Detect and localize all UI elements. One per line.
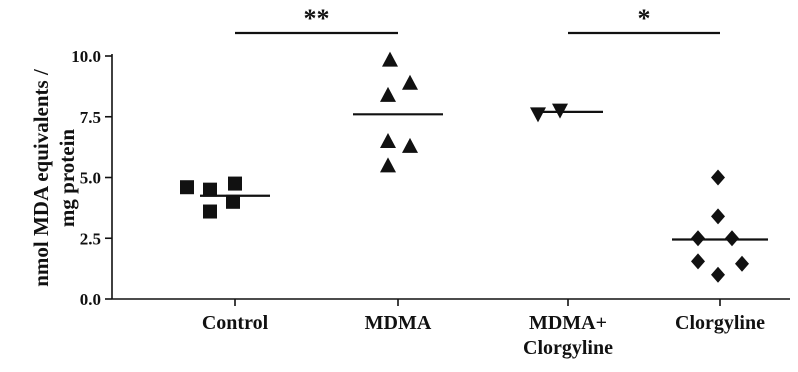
- data-point-triangle-up: [380, 157, 396, 173]
- y-axis-title-line2: mg protein: [55, 129, 79, 228]
- y-axis-title: nmol MDA equivalents / mg protein: [29, 68, 79, 287]
- y-tick-label: 0.0: [80, 290, 101, 309]
- significance-annotations: ** *: [235, 4, 720, 35]
- data-point-square: [203, 182, 217, 197]
- x-category-label: Clorgyline: [675, 312, 765, 334]
- x-category-label: MDMA: [365, 312, 432, 334]
- y-axis-title-line1: nmol MDA equivalents /: [29, 68, 53, 287]
- significance-label: **: [304, 4, 330, 33]
- data-point-diamond: [711, 208, 725, 225]
- x-category-label: Control: [202, 312, 269, 334]
- data-point-triangle-up: [402, 137, 418, 153]
- data-point-triangle-up: [382, 51, 398, 67]
- axes: [111, 54, 790, 300]
- data-points: [180, 51, 749, 283]
- x-category-label: MDMA+: [529, 312, 607, 334]
- significance-label: *: [638, 4, 651, 33]
- data-point-triangle-up: [402, 74, 418, 90]
- data-point-triangle-up: [380, 133, 396, 149]
- y-tick-label: 5.0: [80, 169, 101, 188]
- data-point-triangle-up: [380, 86, 396, 102]
- x-category-label: Clorgyline: [523, 337, 613, 359]
- data-point-square: [226, 194, 240, 209]
- data-point-square: [180, 180, 194, 195]
- data-point-diamond: [735, 255, 749, 272]
- data-point-diamond: [691, 253, 705, 270]
- y-tick-label: 2.5: [80, 229, 101, 248]
- y-ticks: 0.0 2.5 5.0 7.5 10.0: [71, 47, 112, 309]
- data-point-diamond: [711, 169, 725, 186]
- mean-lines: [200, 110, 768, 241]
- category-labels: Control MDMA MDMA+ Clorgyline Clorgyline: [202, 299, 765, 359]
- data-point-square: [228, 176, 242, 191]
- data-point-diamond: [725, 230, 739, 247]
- data-point-triangle-down: [530, 107, 546, 123]
- y-tick-label: 7.5: [80, 108, 101, 127]
- data-point-square: [203, 204, 217, 219]
- data-point-diamond: [711, 266, 725, 283]
- data-point-diamond: [691, 230, 705, 247]
- y-tick-label: 10.0: [71, 47, 101, 66]
